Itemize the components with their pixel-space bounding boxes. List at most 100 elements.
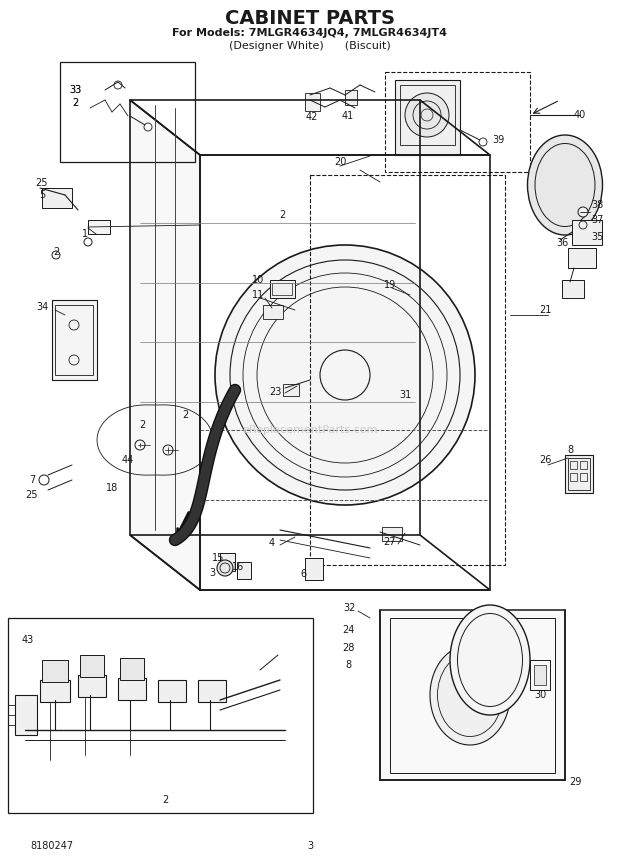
Circle shape <box>215 245 475 505</box>
Bar <box>570 473 577 481</box>
Text: 27: 27 <box>384 537 396 547</box>
Bar <box>568 248 596 268</box>
Text: 25: 25 <box>36 178 48 188</box>
Text: 26: 26 <box>539 455 551 465</box>
Text: 33: 33 <box>69 85 81 95</box>
Bar <box>55 305 93 375</box>
Text: 42: 42 <box>306 112 318 122</box>
Text: (Designer White)      (Biscuit): (Designer White) (Biscuit) <box>229 41 391 51</box>
Bar <box>390 618 555 773</box>
Bar <box>158 680 186 702</box>
Text: 8: 8 <box>345 660 351 670</box>
Polygon shape <box>130 100 200 590</box>
Text: 21: 21 <box>539 305 551 315</box>
Bar <box>220 553 235 571</box>
Text: 15: 15 <box>212 553 224 563</box>
Bar <box>283 384 299 396</box>
Bar <box>380 610 565 780</box>
Ellipse shape <box>450 605 530 715</box>
Text: 31: 31 <box>399 390 411 400</box>
Circle shape <box>578 207 588 217</box>
Text: 34: 34 <box>36 302 48 312</box>
Text: 38: 38 <box>591 200 603 210</box>
Bar <box>310 175 505 565</box>
Bar <box>345 90 357 105</box>
Text: 43: 43 <box>22 635 34 645</box>
Text: 19: 19 <box>384 280 396 290</box>
Text: 23: 23 <box>269 387 281 397</box>
Bar <box>78 675 106 697</box>
Text: 7: 7 <box>29 475 35 485</box>
Circle shape <box>405 93 449 137</box>
Text: 30: 30 <box>534 690 546 700</box>
Text: 20: 20 <box>334 157 346 167</box>
Text: 5: 5 <box>39 190 45 200</box>
Bar <box>572 220 602 245</box>
Text: 18: 18 <box>106 483 118 493</box>
Text: 8180247: 8180247 <box>30 841 73 851</box>
Circle shape <box>217 560 233 576</box>
Bar <box>272 283 292 295</box>
Bar <box>118 678 146 700</box>
Bar <box>580 461 587 469</box>
Text: 6: 6 <box>300 569 306 579</box>
Text: eReplacementParts.com: eReplacementParts.com <box>242 425 378 435</box>
Text: 35: 35 <box>591 232 603 242</box>
Text: 41: 41 <box>342 111 354 121</box>
Bar <box>80 655 104 677</box>
Bar <box>52 300 97 380</box>
Bar <box>570 461 577 469</box>
Bar <box>60 62 195 162</box>
Text: 16: 16 <box>232 562 244 572</box>
Text: 2: 2 <box>182 410 188 420</box>
Text: 2: 2 <box>139 420 145 430</box>
Text: 40: 40 <box>574 110 586 120</box>
Bar <box>565 455 593 493</box>
Text: 36: 36 <box>556 238 568 248</box>
Bar <box>198 680 226 702</box>
Text: 3: 3 <box>209 568 215 578</box>
Bar <box>530 660 550 690</box>
Bar <box>263 305 283 319</box>
Bar <box>385 72 530 172</box>
Text: 37: 37 <box>591 215 603 225</box>
Text: 44: 44 <box>122 455 134 465</box>
Text: 4: 4 <box>269 538 275 548</box>
Text: 2: 2 <box>279 210 285 220</box>
Text: 11: 11 <box>252 290 264 300</box>
Bar <box>42 188 72 208</box>
Bar <box>270 280 295 298</box>
Bar <box>534 665 546 685</box>
Bar <box>562 280 584 298</box>
Text: 3: 3 <box>307 841 313 851</box>
Bar <box>568 458 590 490</box>
Text: 33: 33 <box>69 85 81 95</box>
Text: For Models: 7MLGR4634JQ4, 7MLGR4634JT4: For Models: 7MLGR4634JQ4, 7MLGR4634JT4 <box>172 28 448 38</box>
Text: 24: 24 <box>342 625 354 635</box>
Text: 25: 25 <box>26 490 38 500</box>
Text: 2: 2 <box>162 795 168 805</box>
Text: CABINET PARTS: CABINET PARTS <box>225 9 395 27</box>
Bar <box>40 680 70 702</box>
Bar <box>88 220 110 234</box>
Ellipse shape <box>528 135 603 235</box>
Text: 2: 2 <box>72 98 78 108</box>
Text: 32: 32 <box>344 603 356 613</box>
Text: 29: 29 <box>569 777 581 787</box>
Bar <box>580 473 587 481</box>
Text: 10: 10 <box>252 275 264 285</box>
Ellipse shape <box>430 645 510 745</box>
Bar <box>15 695 37 735</box>
Bar <box>120 658 144 680</box>
Bar <box>237 562 251 579</box>
Text: 28: 28 <box>342 643 354 653</box>
Bar <box>382 527 402 541</box>
Text: 8: 8 <box>567 445 573 455</box>
Bar <box>305 558 323 580</box>
Bar <box>395 80 460 155</box>
Bar <box>305 93 320 111</box>
Text: 39: 39 <box>492 135 504 145</box>
Bar <box>42 660 68 682</box>
Text: 1: 1 <box>82 229 88 239</box>
Text: 2: 2 <box>72 98 78 108</box>
